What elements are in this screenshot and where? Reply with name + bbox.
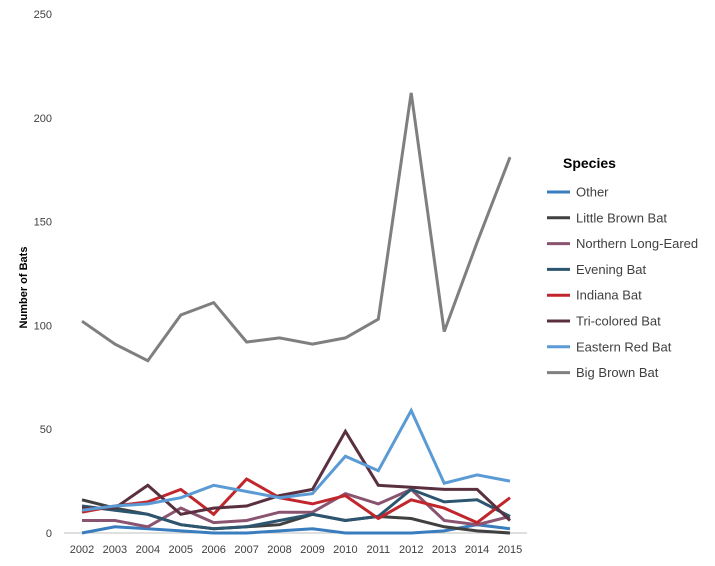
x-tick-label: 2011 [366, 544, 390, 556]
x-tick-label: 2005 [169, 544, 193, 556]
y-tick-label: 0 [46, 528, 52, 540]
x-tick-label: 2003 [103, 544, 127, 556]
series-line-other [81, 523, 511, 535]
legend-label: Little Brown Bat [576, 210, 667, 225]
series-line-eastern-red-bat [81, 407, 511, 512]
y-tick-label: 50 [40, 424, 52, 436]
series-line-evening-bat [81, 487, 511, 531]
x-tick-label: 2015 [498, 544, 522, 556]
series-line-indiana-bat [81, 477, 511, 525]
legend-label: Other [576, 185, 609, 200]
y-tick-label: 200 [34, 113, 52, 125]
legend-title: Species [563, 155, 616, 171]
x-tick-label: 2006 [201, 544, 225, 556]
series-line-northern-long-eared [82, 487, 511, 529]
y-tick-label: 250 [34, 9, 52, 21]
legend-label: Northern Long-Eared [576, 236, 698, 251]
y-tick-label: 150 [34, 217, 52, 229]
legend-label: Eastern Red Bat [576, 339, 672, 354]
x-tick-label: 2010 [333, 544, 357, 556]
legend-label: Tri-colored Bat [576, 314, 661, 329]
x-tick-label: 2002 [70, 544, 94, 556]
x-tick-label: 2014 [465, 544, 489, 556]
y-tick-label: 100 [34, 320, 52, 332]
legend-label: Indiana Bat [576, 288, 642, 303]
legend-label: Evening Bat [576, 262, 646, 277]
x-tick-label: 2007 [234, 544, 258, 556]
legend: Species Other Little Brown Bat Northern Lo… [547, 155, 698, 380]
x-tick-label: 2012 [399, 544, 423, 556]
y-axis-label: Number of Bats [18, 247, 30, 329]
series-line-big-brown-bat [81, 92, 512, 363]
legend-label: Big Brown Bat [576, 365, 659, 380]
x-tick-label: 2009 [300, 544, 324, 556]
x-tick-label: 2008 [267, 544, 291, 556]
x-tick-label: 2004 [136, 544, 160, 556]
series-line-tri-colored-bat [82, 428, 512, 522]
x-tick-label: 2013 [432, 544, 456, 556]
